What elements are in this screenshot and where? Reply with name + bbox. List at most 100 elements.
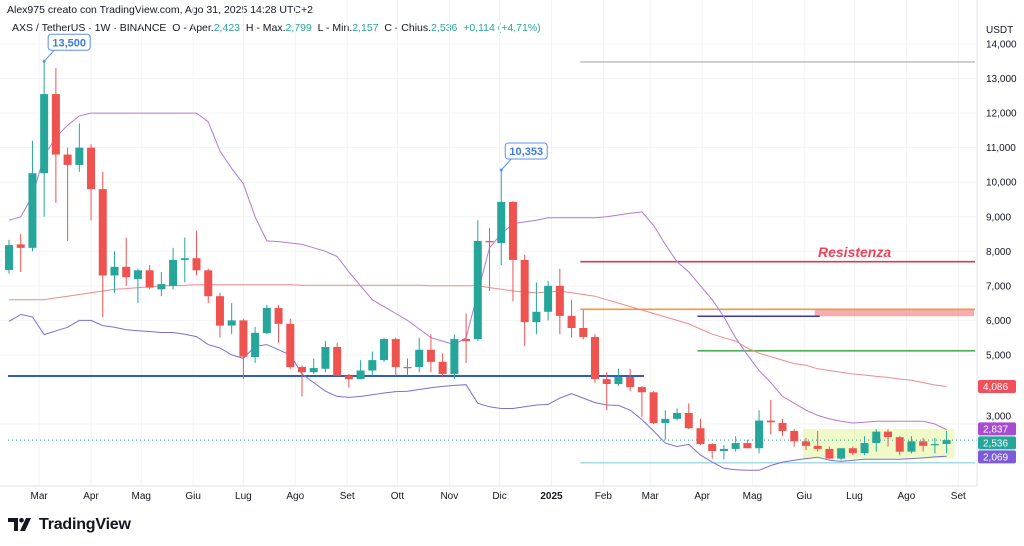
candle[interactable] xyxy=(391,337,400,376)
candle[interactable] xyxy=(860,436,869,456)
candle[interactable] xyxy=(684,403,693,430)
candle[interactable] xyxy=(497,170,506,266)
candle[interactable] xyxy=(462,313,471,363)
candle[interactable] xyxy=(637,386,646,418)
axis-price-label-text: 2,536 xyxy=(983,438,1008,449)
candle[interactable] xyxy=(766,399,775,435)
candle[interactable] xyxy=(215,292,224,338)
candle[interactable] xyxy=(942,430,951,454)
callout-pointer xyxy=(43,49,55,62)
candle[interactable] xyxy=(602,372,611,411)
candle[interactable] xyxy=(40,61,49,217)
candle[interactable] xyxy=(708,443,717,459)
candle[interactable] xyxy=(98,171,107,317)
candle[interactable] xyxy=(649,391,658,425)
candle[interactable] xyxy=(415,337,424,373)
time-axis[interactable]: Mar Apr Mag Giu Lug Ago Set Ott Nov Dic 2025 Feb Mar… xyxy=(31,491,967,502)
candle[interactable] xyxy=(825,446,834,460)
candle[interactable] xyxy=(298,365,306,397)
price-tick-label: 10,000 xyxy=(986,178,1017,189)
candle-body xyxy=(262,307,271,334)
candle[interactable] xyxy=(567,299,576,338)
candle[interactable] xyxy=(532,282,541,335)
candle[interactable] xyxy=(239,318,248,380)
candle[interactable] xyxy=(309,358,318,374)
candle-body xyxy=(368,360,377,371)
candle[interactable] xyxy=(16,234,25,273)
candle[interactable] xyxy=(227,303,236,335)
candle[interactable] xyxy=(719,444,728,460)
candle[interactable] xyxy=(895,436,904,456)
price-callout[interactable]: 13,500 xyxy=(42,33,91,63)
candle[interactable] xyxy=(403,358,412,376)
candle[interactable] xyxy=(848,446,857,456)
candle[interactable] xyxy=(180,237,189,283)
candle[interactable] xyxy=(872,429,881,452)
candle[interactable] xyxy=(380,337,389,362)
price-tick-label: 3,000 xyxy=(986,411,1011,422)
candle[interactable] xyxy=(169,247,178,290)
candle-body xyxy=(239,320,248,357)
candle[interactable] xyxy=(837,448,846,461)
candle[interactable] xyxy=(450,334,459,380)
candle[interactable] xyxy=(333,342,342,376)
candle[interactable] xyxy=(520,254,529,346)
candle[interactable] xyxy=(368,351,377,376)
candle[interactable] xyxy=(356,360,365,380)
candle[interactable] xyxy=(473,220,482,342)
candle[interactable] xyxy=(204,268,213,304)
candle[interactable] xyxy=(508,201,517,302)
candle[interactable] xyxy=(813,430,822,452)
candle[interactable] xyxy=(919,437,928,452)
candle[interactable] xyxy=(696,418,705,445)
candle[interactable] xyxy=(485,228,494,292)
candle[interactable] xyxy=(673,408,682,421)
tradingview-logo[interactable]: TradingView xyxy=(8,516,131,534)
symbol-name[interactable]: AXS / TetherUS · 1W · BINANCE xyxy=(12,22,167,34)
candle-body xyxy=(5,245,13,270)
candle[interactable] xyxy=(626,368,635,392)
candle[interactable] xyxy=(579,310,588,340)
candle[interactable] xyxy=(286,318,295,369)
candle[interactable] xyxy=(661,410,670,440)
candle[interactable] xyxy=(51,68,60,203)
candle-body xyxy=(145,270,154,288)
candle-body xyxy=(696,428,705,445)
axis-price-label-text: 4,086 xyxy=(983,382,1008,393)
candle[interactable] xyxy=(344,373,353,388)
candle[interactable] xyxy=(63,147,72,241)
candle[interactable] xyxy=(731,436,740,452)
candle[interactable] xyxy=(801,437,810,450)
candle[interactable] xyxy=(555,268,564,335)
candle[interactable] xyxy=(778,418,787,437)
candle[interactable] xyxy=(614,368,623,387)
candle[interactable] xyxy=(274,304,283,343)
candle[interactable] xyxy=(743,439,752,449)
candle[interactable] xyxy=(133,268,142,304)
time-tick-label: 2025 xyxy=(540,491,563,502)
candle[interactable] xyxy=(110,251,119,293)
candle[interactable] xyxy=(262,304,271,335)
candle[interactable] xyxy=(122,237,131,286)
candle[interactable] xyxy=(930,437,939,454)
candle[interactable] xyxy=(591,334,599,383)
candle[interactable] xyxy=(907,436,916,454)
candle[interactable] xyxy=(544,280,553,321)
candle[interactable] xyxy=(251,326,260,363)
candle[interactable] xyxy=(157,272,166,297)
candle[interactable] xyxy=(884,429,892,447)
candle[interactable] xyxy=(192,230,201,276)
candle[interactable] xyxy=(28,140,37,252)
candle[interactable] xyxy=(755,410,764,454)
price-callout[interactable]: 10,353 xyxy=(499,142,548,172)
candle[interactable] xyxy=(790,429,799,447)
price-axis[interactable]: 14,000 13,000 12,000 11,000 10,000 9,000 8,000… xyxy=(978,40,1017,464)
candle[interactable] xyxy=(438,353,447,378)
candle[interactable] xyxy=(426,334,435,373)
candle[interactable] xyxy=(87,144,96,221)
candle[interactable] xyxy=(5,239,13,274)
candle[interactable] xyxy=(75,123,84,172)
candle[interactable] xyxy=(145,265,154,290)
candle[interactable] xyxy=(321,341,330,373)
